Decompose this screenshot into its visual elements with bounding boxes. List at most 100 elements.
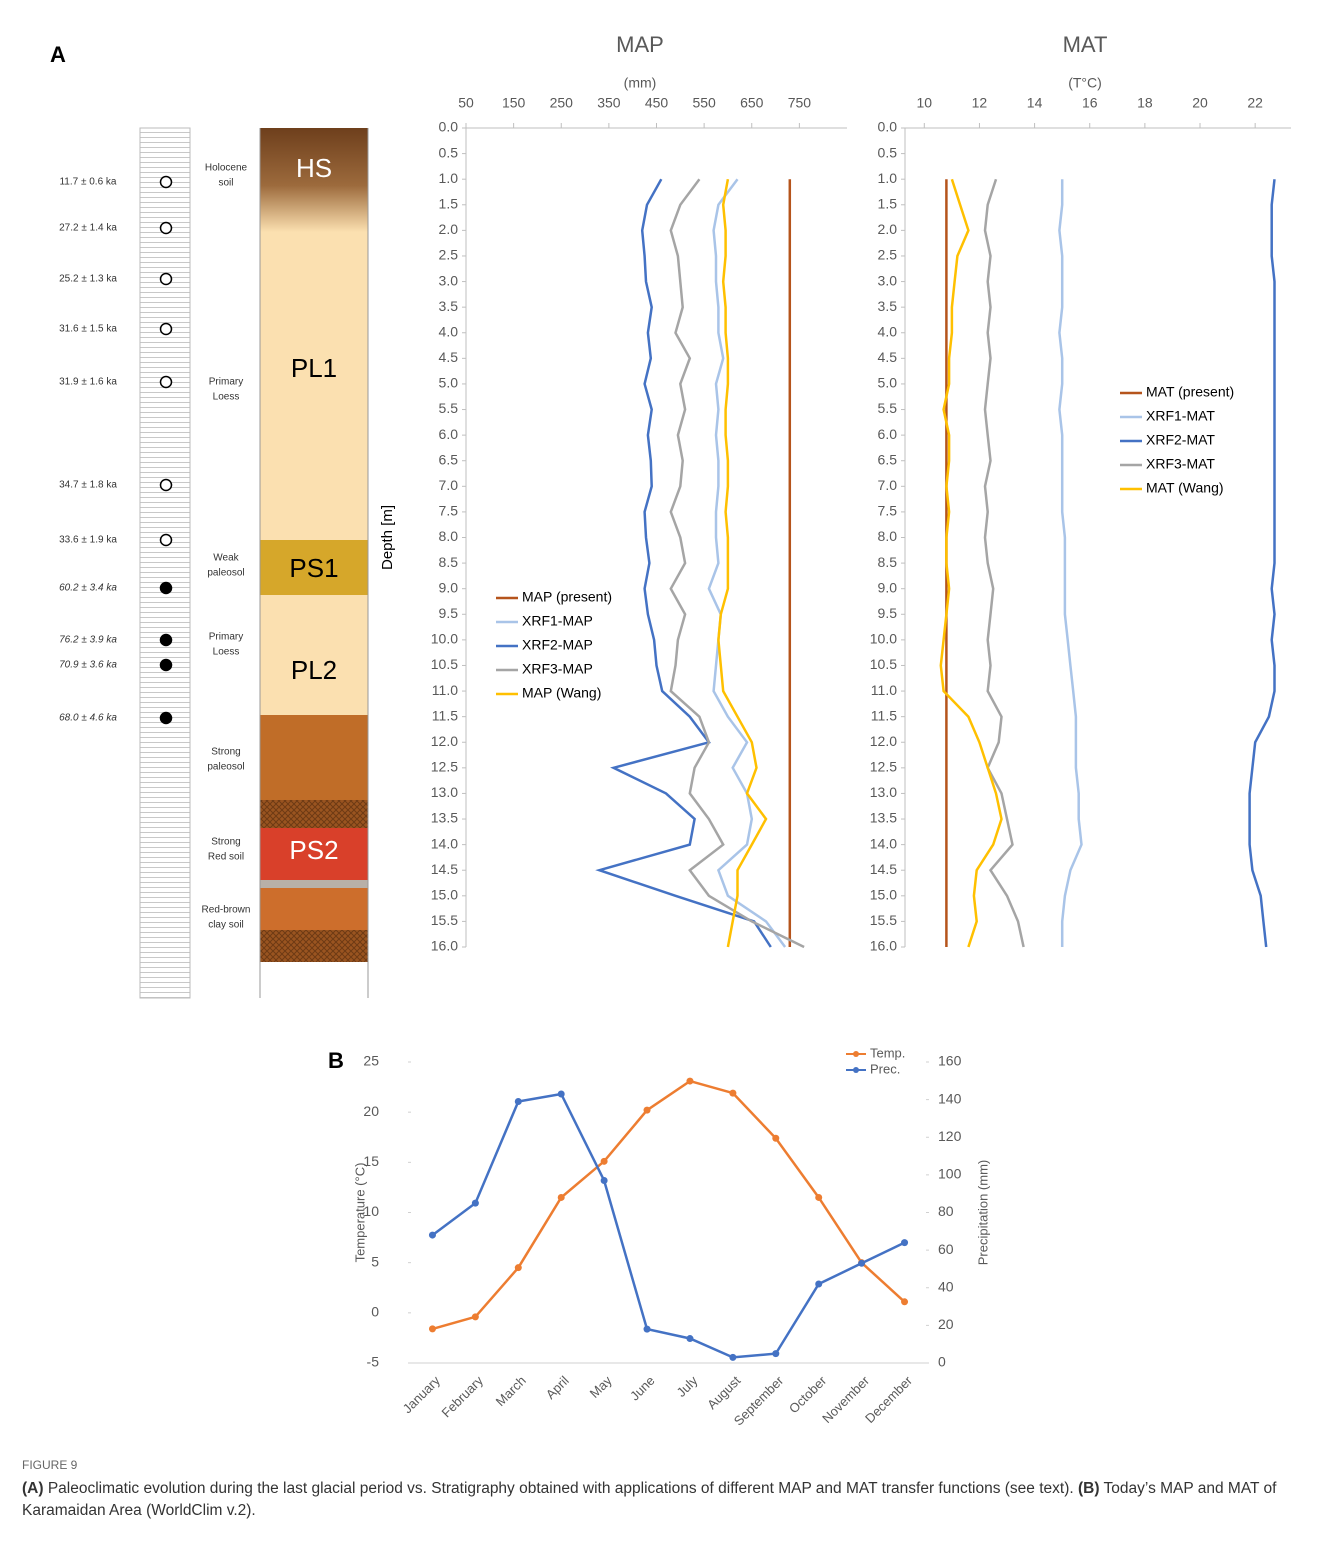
layer xyxy=(260,888,368,930)
point xyxy=(815,1280,823,1288)
y-tick-label: 2.0 xyxy=(439,221,459,237)
y2-tick-label: 0 xyxy=(938,1354,946,1370)
y2-axis-label: Precipitation (mm) xyxy=(975,1160,990,1265)
y-tick-label: 10.0 xyxy=(431,631,458,647)
x-tick-label: 16 xyxy=(1082,95,1098,111)
y-tick-label: 6.0 xyxy=(878,426,898,442)
caption-part: Today’s MAP and MAT of Karamaidan Area (… xyxy=(22,1480,1277,1519)
point xyxy=(557,1193,565,1201)
unit-description: paleosol xyxy=(207,762,244,773)
point xyxy=(772,1350,780,1358)
x-tick-label: 14 xyxy=(1027,95,1043,111)
y-tick-label: 12.5 xyxy=(870,759,897,775)
x-tick-label: 350 xyxy=(597,95,621,111)
y-tick-label: 2.5 xyxy=(439,247,459,263)
caption: FIGURE 9 (A) Paleoclimatic evolution dur… xyxy=(22,1458,1307,1522)
layer xyxy=(260,715,368,800)
unit-description: Primary xyxy=(209,632,243,643)
point xyxy=(901,1239,909,1247)
series-line xyxy=(431,1092,906,1359)
age-marker xyxy=(159,633,173,647)
x-tick-label: 150 xyxy=(502,95,526,111)
point xyxy=(428,1325,436,1333)
y-tick-label: 1.0 xyxy=(878,170,898,186)
caption-label: (B) xyxy=(1077,1480,1100,1497)
age-label: 25.2 ± 1.3 ka xyxy=(59,274,117,285)
x-axis-label: (T°C) xyxy=(1068,75,1102,91)
y-tick-label: 14.5 xyxy=(870,861,897,877)
y-tick-label: 16.0 xyxy=(431,938,458,954)
y-tick-label: 6.0 xyxy=(439,426,459,442)
figure: A B 11.7 ± 0.6 ka 27.2 ± 1.4 ka 25.2 ± 1.3… xyxy=(50,32,1291,1429)
point xyxy=(600,1177,608,1185)
y-tick-label: 4.0 xyxy=(878,323,898,339)
unit-description: clay soil xyxy=(208,920,244,931)
age-marker xyxy=(159,272,173,286)
y-tick-label: 1.5 xyxy=(878,195,898,211)
age-label: 70.9 ± 3.6 ka xyxy=(59,660,117,671)
unit-description: Strong xyxy=(211,747,240,758)
legend-label: MAP (Wang) xyxy=(522,685,601,701)
y-tick-label: 1.0 xyxy=(439,170,459,186)
y-tick-label: 0.0 xyxy=(439,119,459,135)
y-tick-label: 5 xyxy=(371,1253,379,1269)
y-tick-label: 4.5 xyxy=(439,349,459,365)
unit-description: soil xyxy=(218,178,233,189)
age-label: 11.7 ± 0.6 ka xyxy=(59,177,116,188)
y-tick-label: 10.0 xyxy=(870,631,897,647)
y-tick-label: 14.5 xyxy=(431,861,458,877)
age-label: 76.2 ± 3.9 ka xyxy=(59,635,117,646)
x-tick-label: 750 xyxy=(788,95,812,111)
layer xyxy=(260,828,368,880)
y-tick-label: 13.5 xyxy=(870,810,897,826)
point xyxy=(643,1325,651,1333)
point xyxy=(643,1106,651,1114)
caption-part: Paleoclimatic evolution during the last … xyxy=(43,1480,1078,1497)
point xyxy=(471,1199,479,1207)
chart-title: MAP xyxy=(616,32,664,57)
y-tick-label: 11.0 xyxy=(871,682,897,698)
legend-label: MAP (present) xyxy=(522,589,612,605)
age-label: 34.7 ± 1.8 ka xyxy=(59,480,117,491)
x-tick-label: July xyxy=(674,1373,701,1400)
age-label: 33.6 ± 1.9 ka xyxy=(59,535,117,546)
y-tick-label: 9.0 xyxy=(878,579,898,595)
unit-description: Loess xyxy=(213,647,240,658)
age-marker xyxy=(159,478,173,492)
y-axis-label: Depth [m] xyxy=(379,505,396,570)
series-line xyxy=(1248,179,1276,948)
age-marker xyxy=(159,711,173,725)
y-tick-label: 9.5 xyxy=(878,605,898,621)
point xyxy=(600,1157,608,1165)
y-tick-label: 7.0 xyxy=(439,477,459,493)
x-tick-label: 250 xyxy=(550,95,574,111)
point xyxy=(514,1098,522,1106)
series-line xyxy=(1058,179,1083,947)
point xyxy=(858,1259,866,1267)
caption-label: (A) xyxy=(22,1480,44,1497)
x-tick-label: 10 xyxy=(917,95,933,111)
y2-tick-label: 80 xyxy=(938,1203,954,1219)
legend-label: MAT (present) xyxy=(1146,384,1234,400)
y-tick-label: 13.5 xyxy=(431,810,458,826)
y2-tick-label: 100 xyxy=(938,1166,962,1182)
legend-label: Temp. xyxy=(870,1045,905,1060)
y-tick-label: -5 xyxy=(367,1354,380,1370)
y-axis-label: Temperature (°C) xyxy=(352,1163,367,1263)
y-tick-label: 12.5 xyxy=(431,759,458,775)
y-tick-label: 14.0 xyxy=(431,835,458,851)
x-tick-label: April xyxy=(543,1373,572,1402)
x-tick-label: 50 xyxy=(458,95,474,111)
panel-label: B xyxy=(328,1048,344,1073)
y-tick-label: 5.0 xyxy=(878,375,898,391)
y-tick-label: 11.5 xyxy=(432,707,458,723)
y-tick-label: 3.5 xyxy=(878,298,898,314)
unit-description: Red soil xyxy=(208,852,244,863)
unit-description: Weak xyxy=(213,553,239,564)
unit-label: PS1 xyxy=(289,553,338,583)
y2-tick-label: 60 xyxy=(938,1241,954,1257)
point xyxy=(514,1264,522,1272)
y-tick-label: 15.5 xyxy=(431,912,458,928)
unit-description: Loess xyxy=(213,392,240,403)
x-tick-label: 22 xyxy=(1247,95,1263,111)
